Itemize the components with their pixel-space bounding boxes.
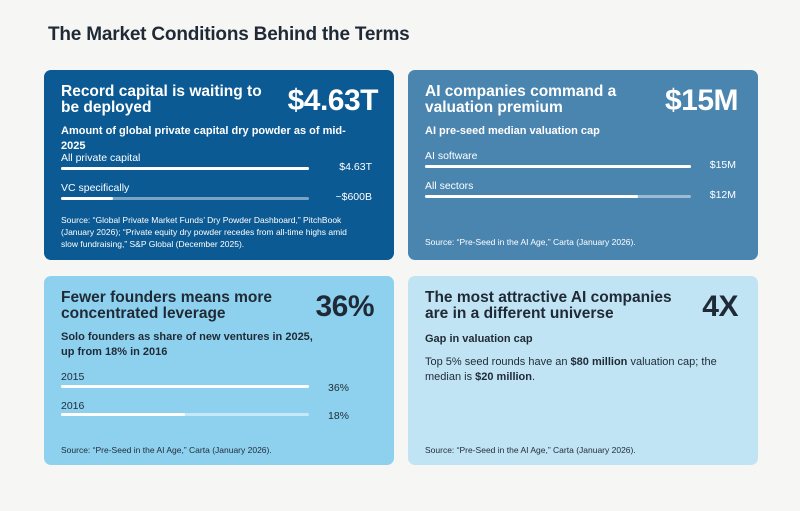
bar-track: [425, 165, 691, 168]
card-source: Source: “Pre-Seed in the AI Age,” Carta …: [61, 445, 272, 455]
bar-track: [61, 413, 309, 416]
stat-card-top-ai: The most attractive AI companies are in …: [408, 276, 758, 465]
row-value: 36%: [327, 382, 349, 394]
bar-track: [61, 167, 309, 170]
page-title: The Market Conditions Behind the Terms: [48, 24, 410, 45]
row-value: ~$600B: [335, 191, 373, 203]
card-headline: Fewer founders means more concentrated l…: [61, 289, 273, 322]
bar-track: [425, 195, 691, 198]
card-big-stat: 36%: [315, 290, 374, 323]
card-subtitle: Amount of global private capital dry pow…: [61, 125, 346, 152]
card-source: Source: “Pre-Seed in the AI Age,” Carta …: [425, 237, 636, 247]
stat-card-valuation: AI companies command a valuation premium…: [408, 70, 758, 260]
bar-track: [61, 197, 309, 200]
card-headline: AI companies command a valuation premium: [425, 83, 617, 116]
bar-fill: [425, 165, 691, 168]
body-highlight: $80 million: [570, 356, 628, 368]
bar-track: [61, 385, 309, 388]
bar-fill: [61, 197, 114, 200]
row-label: 2015: [61, 371, 85, 383]
card-source: Source: “Global Private Market Funds’ Dr…: [61, 215, 347, 249]
card-subtitle: Gap in valuation cap: [425, 333, 533, 345]
bar-fill: [61, 167, 309, 170]
card-subtitle: AI pre-seed median valuation cap: [425, 125, 600, 137]
row-value: 18%: [327, 410, 349, 422]
card-big-stat: 4X: [702, 290, 738, 323]
bar-fill: [425, 195, 638, 198]
row-label: VC specifically: [61, 182, 130, 194]
stat-card-capital: Record capital is waiting to be deployed…: [44, 70, 394, 260]
row-label: All private capital: [61, 152, 141, 164]
card-headline: The most attractive AI companies are in …: [425, 289, 672, 322]
row-label: AI software: [425, 150, 478, 162]
bar-fill: [61, 413, 185, 416]
card-big-stat: $4.63T: [287, 84, 379, 117]
card-headline: Record capital is waiting to be deployed: [61, 83, 262, 116]
row-value: $12M: [709, 189, 736, 201]
card-source: Source: “Pre-Seed in the AI Age,” Carta …: [425, 445, 636, 455]
body-highlight: $20 million: [475, 371, 532, 383]
card-body-text: Top 5% seed rounds have an $80 million v…: [425, 355, 725, 385]
row-label: All sectors: [425, 180, 474, 192]
stat-card-founders: Fewer founders means more concentrated l…: [44, 276, 394, 465]
card-subtitle: Solo founders as share of new ventures i…: [61, 331, 313, 358]
body-text-part: .: [532, 371, 536, 383]
row-value: $4.63T: [339, 161, 372, 173]
body-text-part: Top 5% seed rounds have an: [425, 356, 571, 368]
row-label: 2016: [61, 400, 85, 412]
card-big-stat: $15M: [664, 84, 739, 117]
body-text-part: valuation cap; the median is: [425, 356, 717, 383]
bar-fill: [61, 385, 309, 388]
row-value: $15M: [709, 159, 736, 171]
